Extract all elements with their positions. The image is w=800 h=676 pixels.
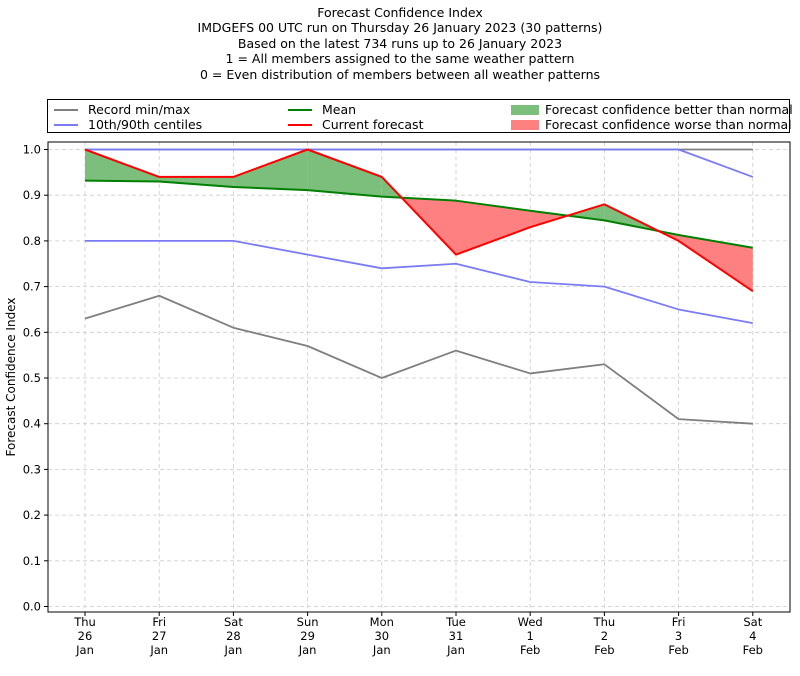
fill-better-than-normal: [233, 149, 308, 191]
plot-area: [48, 142, 790, 612]
y-tick-label: 0.4: [23, 417, 41, 431]
chart-subtitle-one: 1 = All members assigned to the same wea…: [225, 51, 575, 67]
legend-swatch-mean: [288, 109, 312, 111]
y-tick-label: 0.7: [23, 280, 41, 294]
legend-swatch-record: [54, 109, 78, 111]
y-tick-label: 1.0: [23, 143, 41, 157]
x-tick-label: Sat 4 Feb: [743, 615, 763, 657]
centile-90-line: [85, 148, 754, 178]
current-forecast-line: [84, 148, 754, 292]
chart-subtitle-zero: 0 = Even distribution of members between…: [199, 66, 601, 82]
centile-10-line: [85, 239, 753, 325]
legend-label-centiles: 10th/90th centiles: [88, 117, 203, 132]
y-tick-label: 0.3: [23, 462, 41, 476]
y-tick-label: 0.1: [23, 554, 41, 568]
x-tick-label: Mon 30 Jan: [370, 615, 394, 657]
fill-worse-than-normal: [678, 234, 753, 292]
y-tick-label: 0.5: [23, 371, 41, 385]
x-tick-label: Wed 1 Feb: [518, 615, 543, 657]
fill-better-than-normal: [85, 149, 160, 182]
y-tick-label: 0.6: [23, 325, 41, 339]
x-tick-label: Thu 26 Jan: [73, 615, 96, 657]
x-tick-label: Fri 27 Jan: [149, 615, 168, 657]
plot-frame: [47, 141, 791, 613]
legend-label-current: Current forecast: [322, 117, 424, 132]
x-tick-label: Sun 29 Jan: [297, 615, 319, 657]
fill-worse-than-normal: [456, 200, 531, 255]
x-tick-label: Sat 28 Jan: [224, 615, 244, 657]
legend-label-better: Forecast confidence better than normal: [545, 102, 793, 117]
x-tick-label: Tue 31 Jan: [445, 615, 466, 657]
chart-subtitle-runs: Based on the latest 734 runs up to 26 Ja…: [237, 35, 563, 51]
chart-title-block: Forecast Confidence Index IMDGEFS 00 UTC…: [0, 5, 800, 82]
chart-legend: Record min/max 10th/90th centiles Mean C…: [47, 99, 793, 133]
legend-swatch-current: [288, 124, 312, 126]
legend-label-mean: Mean: [322, 102, 357, 117]
y-tick-label: 0.2: [23, 508, 41, 522]
chart-title: Forecast Confidence Index: [317, 5, 483, 20]
y-axis-label: Forecast Confidence Index: [4, 298, 18, 457]
mean-line: [84, 179, 753, 249]
fill-better-than-normal: [307, 149, 382, 197]
record-min-line: [84, 294, 753, 425]
legend-label-worse: Forecast confidence worse than normal: [545, 117, 792, 132]
x-tick-label: Thu 2 Feb: [593, 615, 616, 657]
chart-subtitle-run: IMDGEFS 00 UTC run on Thursday 26 Januar…: [197, 20, 603, 36]
y-tick-label: 0.8: [23, 234, 41, 248]
legend-swatch-worse: [511, 120, 539, 130]
y-tick-label: 0.9: [23, 188, 41, 202]
legend-label-record: Record min/max: [88, 102, 191, 117]
y-tick-label: 0.0: [23, 600, 41, 614]
x-tick-label: Fri 3 Feb: [668, 615, 688, 657]
legend-swatch-centiles: [54, 124, 78, 126]
legend-swatch-better: [511, 105, 539, 115]
fill-better-than-normal: [159, 176, 234, 187]
